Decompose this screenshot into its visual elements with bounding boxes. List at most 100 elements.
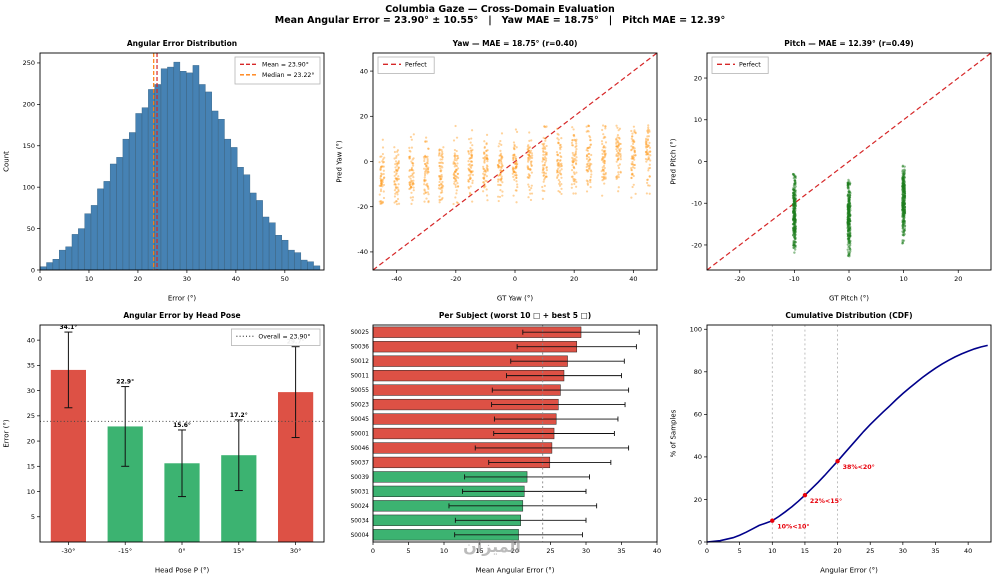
svg-text:S0004: S0004 xyxy=(351,533,370,539)
svg-text:Mean Angular Error (°): Mean Angular Error (°) xyxy=(476,567,555,575)
svg-text:Perfect: Perfect xyxy=(739,62,761,69)
svg-text:50: 50 xyxy=(27,225,35,233)
legend: Mean = 23.90° Median = 23.22° xyxy=(234,56,321,85)
svg-text:S0024: S0024 xyxy=(351,504,370,510)
svg-text:80: 80 xyxy=(693,368,701,376)
cdf-mark xyxy=(834,458,840,464)
svg-text:Pred Yaw (°): Pred Yaw (°) xyxy=(336,140,344,183)
svg-text:100: 100 xyxy=(23,183,35,191)
svg-text:22.9°: 22.9° xyxy=(116,379,134,386)
svg-text:Pred Pitch (°): Pred Pitch (°) xyxy=(669,138,677,184)
svg-text:30: 30 xyxy=(27,387,35,395)
svg-text:-40: -40 xyxy=(392,275,403,283)
svg-text:0: 0 xyxy=(364,158,368,166)
svg-text:% of Samples: % of Samples xyxy=(669,409,677,457)
svg-text:200: 200 xyxy=(23,101,35,109)
svg-text:S0037: S0037 xyxy=(351,460,370,466)
svg-text:20: 20 xyxy=(693,74,701,82)
svg-text:-10: -10 xyxy=(789,275,800,283)
svg-text:35: 35 xyxy=(931,547,939,555)
subject-bars: S0025 S0036 S0012 S0011 S0055 S0023 S0045 S0001… xyxy=(351,326,640,541)
svg-text:35: 35 xyxy=(618,547,626,555)
svg-text:30: 30 xyxy=(898,547,906,555)
perfect-line xyxy=(706,52,991,271)
svg-text:S0001: S0001 xyxy=(351,432,370,438)
legend: Overall = 23.90° xyxy=(230,328,321,346)
svg-text:250: 250 xyxy=(23,59,35,67)
svg-text:10: 10 xyxy=(899,275,907,283)
svg-text:S0023: S0023 xyxy=(351,403,370,409)
chart-canvas-barh: S0025 S0036 S0012 S0011 S0055 S0023 S0045 S0001… xyxy=(351,311,662,575)
svg-text:20: 20 xyxy=(693,496,701,504)
chart-canvas-histogram: 0 10 20 30 40 50 0 50 100 150 200 250 Angular Error … xyxy=(3,39,325,303)
svg-text:10: 10 xyxy=(440,547,448,555)
svg-text:40: 40 xyxy=(653,547,661,555)
svg-text:20: 20 xyxy=(833,547,841,555)
chart-canvas-cdf: 10%<10° 22%<15° 38%<20° 0 5 10 15 20 25 30 35 40 0 20… xyxy=(669,311,992,575)
svg-text:10: 10 xyxy=(768,547,776,555)
svg-text:0: 0 xyxy=(697,158,701,166)
svg-text:38%<20°: 38%<20° xyxy=(842,463,874,471)
svg-text:-30°: -30° xyxy=(61,547,75,555)
axes-frame: -20 -10 0 10 20 -20 -10 0 10 20 Pitch — MAE = 12.3… xyxy=(669,39,992,303)
svg-text:20: 20 xyxy=(360,113,368,121)
perfect-line xyxy=(372,52,658,271)
svg-text:S0055: S0055 xyxy=(351,388,370,394)
axes-frame: -40 -20 0 20 40 -40 -20 0 20 40 Yaw — MAE = 18.75°… xyxy=(336,39,658,303)
svg-text:S0012: S0012 xyxy=(351,359,370,365)
svg-text:25: 25 xyxy=(27,412,35,420)
svg-text:Overall = 23.90°: Overall = 23.90° xyxy=(258,333,310,341)
svg-text:10: 10 xyxy=(693,116,701,124)
svg-text:5: 5 xyxy=(737,547,741,555)
svg-text:Head Pose P (°): Head Pose P (°) xyxy=(155,567,210,575)
cdf-curve xyxy=(706,344,988,543)
subplot-error-by-head-pose: 34.1°-30°22.9°-15°15.6°0°17.2°15°29.7°30… xyxy=(0,304,333,576)
svg-text:Cumulative Distribution (CDF): Cumulative Distribution (CDF) xyxy=(785,311,912,320)
svg-text:S0011: S0011 xyxy=(351,374,370,380)
svg-text:S0039: S0039 xyxy=(351,475,370,481)
svg-text:0: 0 xyxy=(705,547,709,555)
axes-frame: 0 5 10 15 20 25 30 35 40 Per Subject (worst 10 □ … xyxy=(371,311,661,575)
subplot-angular-error-distribution: 0 10 20 30 40 50 0 50 100 150 200 250 Angular Error … xyxy=(0,32,333,304)
svg-text:0: 0 xyxy=(513,275,517,283)
svg-text:Pitch — MAE = 12.39° (r=0.49): Pitch — MAE = 12.39° (r=0.49) xyxy=(784,39,914,48)
svg-text:60: 60 xyxy=(693,411,701,419)
svg-text:150: 150 xyxy=(23,142,35,150)
svg-text:0°: 0° xyxy=(178,547,185,555)
svg-text:5: 5 xyxy=(31,513,35,521)
svg-text:22%<15°: 22%<15° xyxy=(810,497,842,505)
svg-text:0: 0 xyxy=(847,275,851,283)
svg-text:Angular Error Distribution: Angular Error Distribution xyxy=(127,39,237,48)
svg-text:Angular Error (°): Angular Error (°) xyxy=(820,567,878,575)
svg-text:20: 20 xyxy=(570,275,578,283)
svg-text:Count: Count xyxy=(3,151,11,172)
svg-text:40: 40 xyxy=(27,336,35,344)
svg-text:-15°: -15° xyxy=(118,547,132,555)
svg-text:Yaw — MAE = 18.75° (r=0.40): Yaw — MAE = 18.75° (r=0.40) xyxy=(452,39,578,48)
svg-text:-10: -10 xyxy=(691,200,702,208)
svg-text:15°: 15° xyxy=(233,547,245,555)
svg-text:30°: 30° xyxy=(290,547,302,555)
svg-text:0: 0 xyxy=(697,538,701,546)
svg-text:15: 15 xyxy=(800,547,808,555)
svg-text:-20: -20 xyxy=(691,241,702,249)
svg-text:20: 20 xyxy=(511,547,519,555)
svg-text:Angular Error by Head Pose: Angular Error by Head Pose xyxy=(123,311,240,320)
svg-text:Median = 23.22°: Median = 23.22° xyxy=(262,71,314,79)
legend: Perfect xyxy=(711,56,769,74)
svg-text:GT Yaw (°): GT Yaw (°) xyxy=(497,295,533,303)
svg-text:30: 30 xyxy=(582,547,590,555)
svg-text:40: 40 xyxy=(232,275,240,283)
charts-grid: 0 10 20 30 40 50 0 50 100 150 200 250 Angular Error … xyxy=(0,32,1000,576)
subplot-pitch-scatter: -20 -10 0 10 20 -20 -10 0 10 20 Pitch — MAE = 12.3… xyxy=(667,32,1000,304)
svg-text:40: 40 xyxy=(629,275,637,283)
subplot-per-subject-bars: S0025 S0036 S0012 S0011 S0055 S0023 S0045 S0001… xyxy=(333,304,666,576)
scatter-points xyxy=(378,124,652,206)
svg-text:10%<10°: 10%<10° xyxy=(777,523,809,531)
svg-text:-20: -20 xyxy=(358,203,369,211)
svg-text:S0025: S0025 xyxy=(351,330,370,336)
histogram-bars xyxy=(39,61,321,271)
svg-text:15: 15 xyxy=(27,463,35,471)
svg-text:10: 10 xyxy=(27,488,35,496)
